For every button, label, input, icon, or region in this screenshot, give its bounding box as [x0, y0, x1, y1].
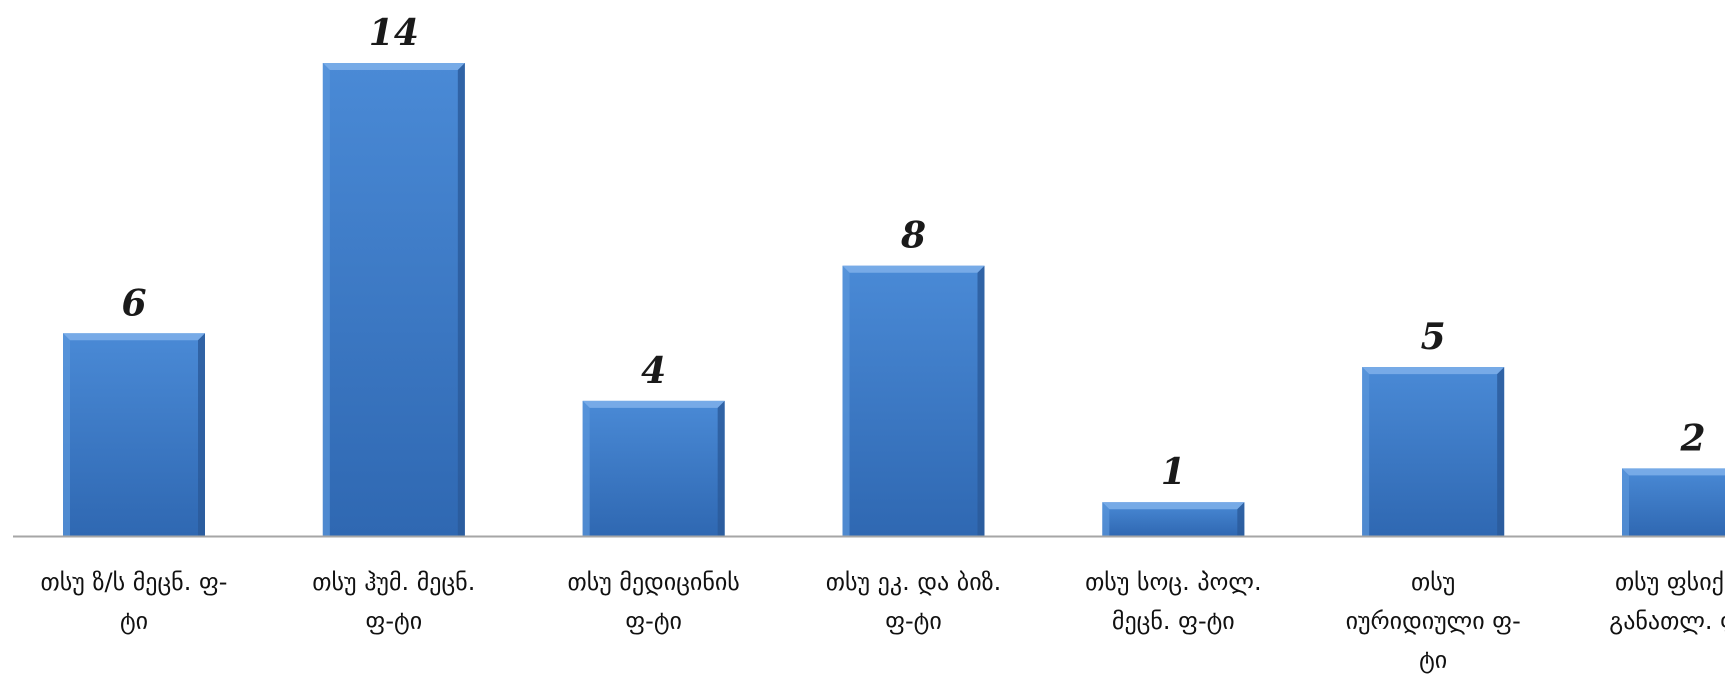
category-label-line: თსუ ფსიქ. და [1615, 568, 1725, 596]
bar-2 [322, 63, 465, 536]
bar-face [1362, 367, 1505, 536]
bar-face [63, 333, 205, 536]
bar-bevel-left [1622, 468, 1629, 536]
data-label-1: 6 [121, 282, 146, 324]
category-label-line: ფ-ტი [366, 607, 423, 635]
category-label-1: თსუ ზ/ს მეცნ. ფ-ტი [41, 568, 228, 635]
data-label-7: 2 [1679, 417, 1705, 459]
data-label-2: 14 [369, 12, 419, 54]
bar-7 [1622, 468, 1725, 536]
bar-bevel-left [322, 63, 330, 536]
bar-5 [1102, 502, 1245, 536]
bar-face [1622, 468, 1725, 536]
bar-4 [842, 265, 985, 536]
bar-bevel-top [63, 333, 205, 341]
bar-bevel-top [1622, 468, 1725, 476]
category-label-4: თსუ ეკ. და ბიზ. ფ-ტი [826, 568, 1002, 635]
category-label-line: მეცნ. ფ-ტი [1112, 607, 1235, 635]
bar-bevel-right [457, 63, 465, 536]
bar-bevel-left [1362, 367, 1370, 536]
bar-bevel-right [977, 265, 985, 536]
category-label-line: თსუ მედიცინის [567, 568, 739, 596]
category-label-2: თსუ ჰუმ. მეცნ. ფ-ტი [312, 568, 475, 635]
bar-bevel-right [717, 400, 725, 536]
bar-bevel-top [1102, 502, 1245, 510]
bar-bevel-top [842, 265, 985, 273]
category-label-line: თსუ [1411, 568, 1455, 596]
category-label-line: ფ-ტი [885, 607, 942, 635]
category-label-line: თსუ ეკ. და ბიზ. [826, 568, 1002, 596]
category-label-7: თსუ ფსიქ. და განათლ. ფ-ტი [1609, 568, 1725, 635]
category-label-line: განათლ. ფ-ტი [1609, 607, 1725, 635]
bar-bevel-right [198, 333, 205, 536]
category-label-line: იურიდიული ფ- [1346, 607, 1521, 635]
data-label-3: 4 [641, 350, 666, 392]
bar-bevel-top [1362, 367, 1505, 375]
bar-6 [1362, 367, 1505, 536]
bar-bevel-right [1497, 367, 1505, 536]
bar-bevel-left [1102, 502, 1110, 536]
data-label-4: 8 [900, 215, 926, 257]
category-label-line: ტი [1419, 646, 1447, 674]
bar-bevel-left [582, 400, 590, 536]
category-label-3: თსუ მედიცინის ფ-ტი [567, 568, 739, 635]
bar-face [582, 400, 725, 536]
bar-3 [582, 400, 725, 536]
bar-bevel-left [842, 265, 850, 536]
category-label-5: თსუ სოც. პოლ. მეცნ. ფ-ტი [1085, 568, 1262, 635]
data-label-6: 5 [1421, 316, 1446, 358]
bar-bevel-left [63, 333, 70, 536]
category-label-line: თსუ ზ/ს მეცნ. ფ- [41, 568, 228, 596]
bar-face [322, 63, 465, 536]
category-label-line: თსუ ჰუმ. მეცნ. [312, 568, 475, 596]
bar-bevel-top [582, 400, 725, 408]
category-label-line: ფ-ტი [625, 607, 682, 635]
bar-bevel-right [1237, 502, 1245, 536]
value-labels-group: 6 14 4 8 1 5 2 [121, 12, 1705, 493]
bars-group [63, 63, 1725, 536]
bar-1 [63, 333, 205, 536]
data-label-5: 1 [1161, 451, 1186, 493]
bar-face [842, 265, 985, 536]
category-label-line: თსუ სოც. პოლ. [1085, 568, 1262, 596]
category-label-line: ტი [120, 607, 148, 635]
category-label-6: თსუ იურიდიული ფ-ტი [1346, 568, 1521, 674]
bar-bevel-top [322, 63, 465, 70]
